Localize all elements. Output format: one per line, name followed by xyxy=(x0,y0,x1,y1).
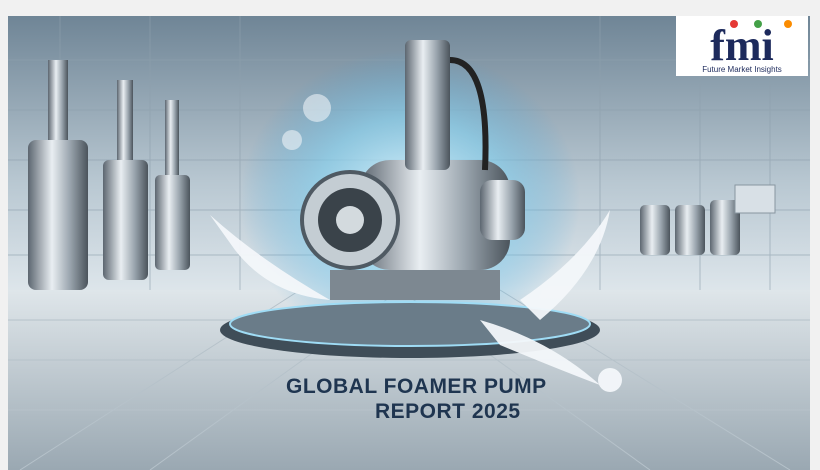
logo-mark: fmi xyxy=(710,21,774,70)
title-line-1: GLOBAL FOAMER PUMP xyxy=(286,375,547,398)
logo: fmi Future Market Insights xyxy=(676,16,808,76)
title-line-2: REPORT 2025 xyxy=(375,400,521,423)
logo-name: Future Market Insights xyxy=(702,65,782,74)
banner-frame: fmi Future Market Insights GLOBAL FOAMER… xyxy=(0,0,820,470)
page: {"logo": {"mark": "fmi", "name": "Future… xyxy=(0,0,820,470)
